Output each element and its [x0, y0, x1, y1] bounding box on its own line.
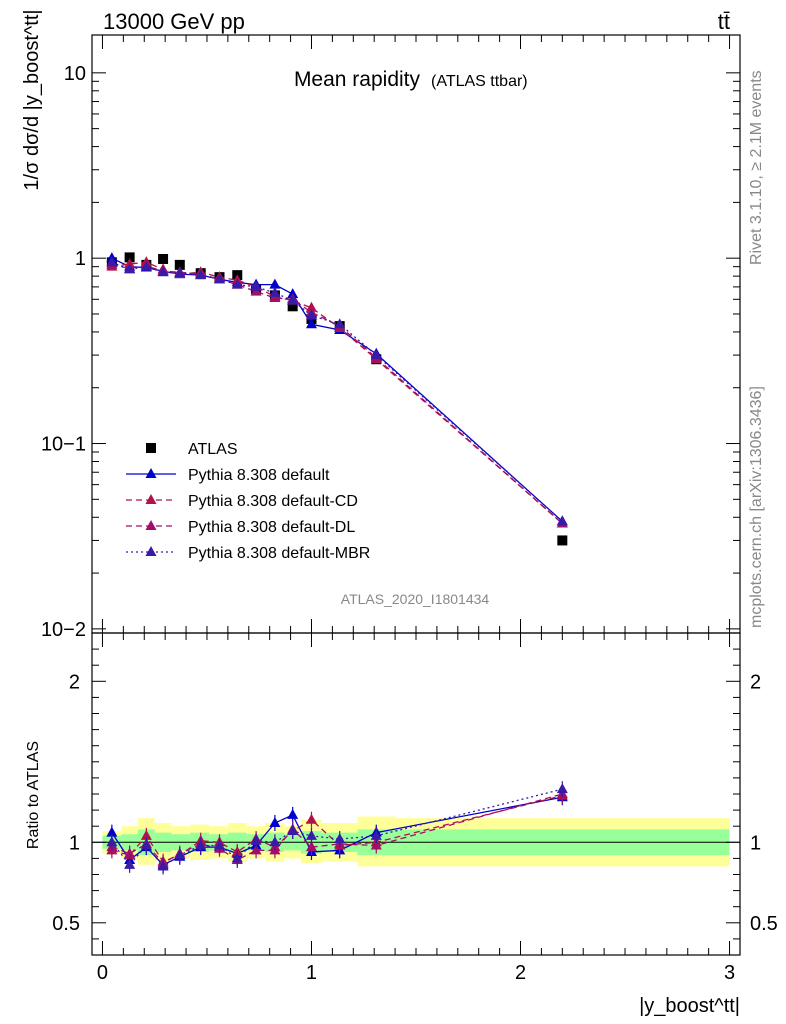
ratio-y-tick-label: 1 — [69, 832, 80, 854]
legend-marker-data — [146, 443, 156, 453]
ratio-point-mbr — [269, 836, 281, 847]
legend-label-mbr: Pythia 8.308 default-MBR — [188, 545, 370, 562]
data-point-mbr — [195, 269, 207, 280]
ratio-point-mbr — [334, 833, 346, 844]
ratio-point-mbr — [287, 825, 299, 836]
legend-label-default: Pythia 8.308 default — [188, 467, 330, 484]
svg-text:1/σ dσ/d |y_boost^tt|: 1/σ dσ/d |y_boost^tt| — [21, 9, 43, 190]
ratio-bands — [92, 816, 740, 867]
mcplots-label: mcplots.cern.ch [arXiv:1306.3436] — [748, 386, 765, 628]
ratio-y-tick-label-right: 2 — [750, 671, 761, 693]
y-tick-label: 10 — [64, 63, 86, 85]
data-point-mbr — [287, 294, 299, 305]
rivet-label: Rivet 3.1.10, ≥ 2.1M events — [748, 70, 765, 265]
ratio-point-dl — [370, 839, 382, 850]
ratio-point-mbr — [174, 849, 186, 860]
ratio-point-cd — [305, 813, 317, 824]
ratio-x-tick-label: 3 — [724, 962, 735, 984]
svg-text:mcplots.cern.ch [arXiv:1306.34: mcplots.cern.ch [arXiv:1306.3436] — [748, 386, 765, 628]
data-point-mbr — [174, 267, 186, 278]
legend-label-dl: Pythia 8.308 default-DL — [188, 519, 355, 536]
ratio-border — [91, 632, 741, 956]
main-ticks: 10 1 10−1 10−2 — [41, 35, 740, 641]
ratio-y-tick-label: 2 — [69, 671, 80, 693]
legend-marker-mbr — [145, 546, 157, 556]
legend-label-cd: Pythia 8.308 default-CD — [188, 493, 358, 510]
data-point-mbr — [305, 309, 317, 320]
data-point-data — [124, 252, 135, 263]
ratio-x-tick-label: 2 — [515, 962, 526, 984]
data-point-default — [287, 288, 299, 299]
data-point-data — [158, 253, 169, 264]
ratio-line-cd — [111, 794, 563, 863]
main-y-axis-label: 1/σ dσ/d |y_boost^tt| — [21, 9, 43, 190]
ratio-point-default — [106, 826, 118, 837]
data-point-mbr — [370, 349, 382, 360]
data-point-mbr — [250, 280, 262, 291]
data-point-mbr — [556, 515, 568, 526]
ratio-y-tick-label: 0.5 — [52, 913, 80, 935]
y-tick-label: 10−1 — [41, 434, 86, 456]
data-point-default — [269, 278, 281, 289]
data-point-mbr — [140, 260, 152, 271]
ratio-point-default — [287, 808, 299, 819]
svg-text:Rivet 3.1.10, ≥ 2.1M events: Rivet 3.1.10, ≥ 2.1M events — [748, 70, 765, 265]
legend-marker-cd — [145, 494, 157, 504]
data-point-data — [287, 301, 298, 312]
energy-label: 13000 GeV pp — [103, 9, 245, 34]
ratio-point-mbr — [370, 829, 382, 840]
main-frame — [92, 35, 740, 633]
data-point-mbr — [106, 256, 118, 267]
main-series — [106, 252, 568, 546]
legend-marker-default — [145, 468, 157, 478]
data-point-data — [174, 259, 185, 270]
data-point-mbr — [231, 278, 243, 289]
legend-marker-dl — [145, 520, 157, 530]
y-tick-label: 10−2 — [41, 619, 86, 641]
y-tick-label: 1 — [75, 248, 86, 270]
legend-label-data: ATLAS — [188, 441, 238, 458]
chart-subtitle: (ATLAS ttbar) — [431, 73, 528, 90]
ratio-point-mbr — [195, 839, 207, 850]
ratio-ticks: 0.5 0.5 1 1 2 2 0 1 2 3 — [52, 632, 778, 984]
ratio-point-mbr — [157, 860, 169, 871]
ratio-point-mbr — [305, 829, 317, 840]
data-point-mbr — [124, 263, 136, 274]
legend: ATLAS Pythia 8.308 default Pythia 8.308 de… — [126, 441, 370, 562]
ratio-point-mbr — [231, 852, 243, 863]
data-point-mbr — [214, 273, 226, 284]
ratio-point-dl — [124, 847, 136, 858]
data-point-dl — [269, 291, 281, 302]
series-line-mbr — [111, 261, 563, 522]
data-point-mbr — [157, 266, 169, 277]
ratio-point-mbr — [140, 839, 152, 850]
data-point-default — [305, 318, 317, 329]
ratio-y-tick-label-right: 1 — [750, 832, 761, 854]
ratio-point-mbr — [556, 783, 568, 794]
ratio-point-default — [269, 816, 281, 827]
ratio-series — [106, 781, 568, 875]
data-point-mbr — [334, 318, 346, 329]
ratio-point-mbr — [124, 858, 136, 869]
analysis-label: ATLAS_2020_I1801434 — [341, 591, 490, 607]
ratio-point-mbr — [250, 834, 262, 845]
svg-text:Ratio to ATLAS: Ratio to ATLAS — [25, 741, 42, 849]
process-label: tt̄ — [718, 9, 730, 34]
ratio-x-tick-label: 1 — [306, 962, 317, 984]
ratio-point-dl — [305, 841, 317, 852]
ratio-point-mbr — [106, 836, 118, 847]
data-point-data — [557, 535, 568, 546]
ratio-x-tick-label: 0 — [97, 962, 108, 984]
chart-title: Mean rapidity — [294, 68, 421, 91]
ratio-point-cd — [140, 829, 152, 840]
ratio-point-mbr — [214, 839, 226, 850]
ratio-y-tick-label-right: 0.5 — [750, 913, 778, 935]
ratio-point-dl — [250, 844, 262, 855]
data-point-mbr — [269, 286, 281, 297]
ratio-y-axis-label: Ratio to ATLAS — [25, 741, 42, 849]
x-axis-label: |y_boost^tt| — [639, 995, 740, 1017]
